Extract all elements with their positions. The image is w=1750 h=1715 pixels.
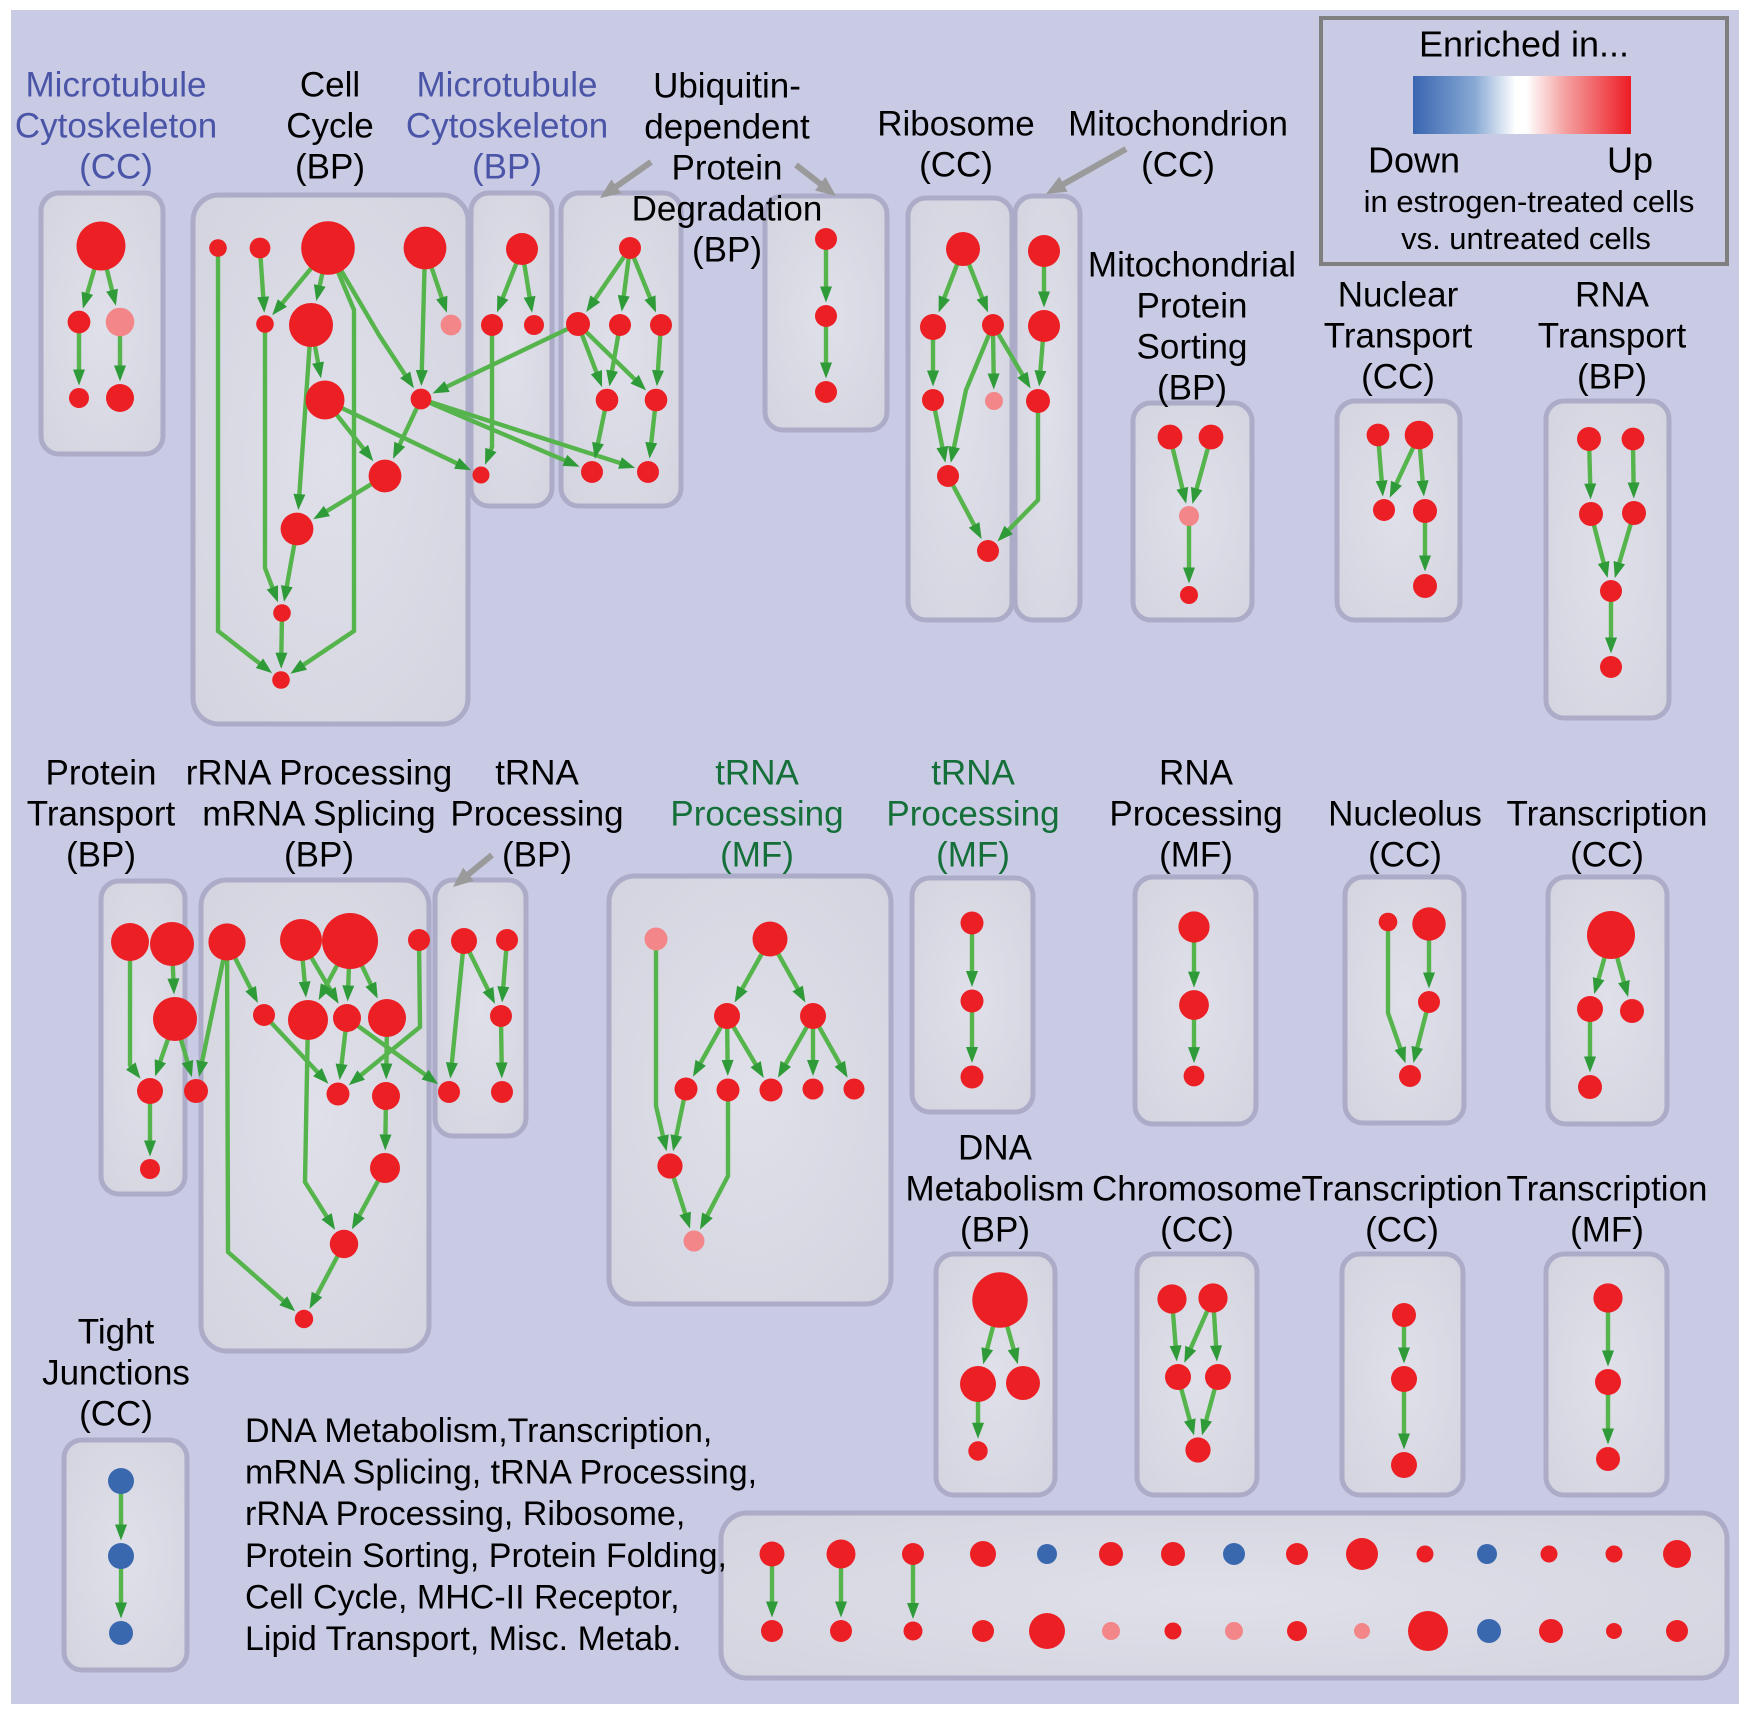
svg-text:Tight: Tight: [78, 1312, 155, 1351]
svg-text:(CC): (CC): [1570, 835, 1644, 874]
svg-text:(MF): (MF): [1159, 835, 1233, 874]
svg-text:DNA: DNA: [958, 1128, 1033, 1167]
svg-text:Protein: Protein: [46, 753, 157, 792]
svg-text:DNA Metabolism,Transcription,: DNA Metabolism,Transcription,: [245, 1412, 712, 1450]
svg-text:RNA: RNA: [1159, 753, 1234, 792]
svg-text:Metabolism: Metabolism: [906, 1169, 1085, 1208]
svg-text:Up: Up: [1607, 140, 1653, 181]
svg-text:(CC): (CC): [919, 145, 993, 184]
svg-text:Mitochondrial: Mitochondrial: [1088, 245, 1296, 284]
svg-text:Ribosome: Ribosome: [877, 104, 1035, 143]
svg-text:Transport: Transport: [1324, 316, 1473, 355]
svg-text:(BP): (BP): [502, 835, 572, 874]
svg-text:(BP): (BP): [66, 835, 136, 874]
svg-text:tRNA: tRNA: [931, 753, 1015, 792]
svg-text:Cytoskeleton: Cytoskeleton: [406, 106, 608, 145]
svg-text:(CC): (CC): [79, 147, 153, 186]
svg-text:(BP): (BP): [284, 835, 354, 874]
svg-text:Cycle: Cycle: [286, 106, 374, 145]
svg-text:(BP): (BP): [295, 147, 365, 186]
svg-text:Protein: Protein: [672, 148, 783, 187]
svg-text:(BP): (BP): [472, 147, 542, 186]
svg-text:Microtubule: Microtubule: [26, 65, 207, 104]
svg-text:Mitochondrion: Mitochondrion: [1068, 104, 1288, 143]
svg-text:rRNA Processing: rRNA Processing: [186, 753, 452, 792]
svg-text:Transcription: Transcription: [1507, 794, 1708, 833]
svg-text:Processing: Processing: [886, 794, 1059, 833]
svg-text:Cell: Cell: [300, 65, 360, 104]
svg-text:Cytoskeleton: Cytoskeleton: [15, 106, 217, 145]
svg-text:Down: Down: [1368, 140, 1460, 181]
svg-text:(CC): (CC): [1160, 1210, 1234, 1249]
svg-text:Ubiquitin-: Ubiquitin-: [653, 66, 801, 105]
svg-text:(MF): (MF): [720, 835, 794, 874]
svg-text:RNA: RNA: [1575, 275, 1650, 314]
svg-text:(CC): (CC): [1365, 1210, 1439, 1249]
svg-text:Transport: Transport: [1538, 316, 1687, 355]
svg-text:Protein Sorting, Protein Foldi: Protein Sorting, Protein Folding,: [245, 1537, 727, 1575]
svg-text:Nucleolus: Nucleolus: [1328, 794, 1482, 833]
svg-text:(CC): (CC): [1141, 145, 1215, 184]
svg-text:Processing: Processing: [670, 794, 843, 833]
svg-text:Transport: Transport: [27, 794, 176, 833]
svg-text:Sorting: Sorting: [1137, 327, 1248, 366]
svg-text:(MF): (MF): [936, 835, 1010, 874]
svg-text:(CC): (CC): [1361, 357, 1435, 396]
svg-text:(BP): (BP): [692, 230, 762, 269]
svg-text:Enriched in...: Enriched in...: [1419, 24, 1629, 65]
svg-text:in estrogen-treated cells: in estrogen-treated cells: [1364, 184, 1695, 219]
svg-text:Chromosome: Chromosome: [1092, 1169, 1302, 1208]
svg-text:mRNA Splicing: mRNA Splicing: [202, 794, 435, 833]
svg-text:tRNA: tRNA: [715, 753, 799, 792]
svg-text:Transcription: Transcription: [1507, 1169, 1708, 1208]
svg-text:Degradation: Degradation: [632, 189, 823, 228]
svg-text:(CC): (CC): [1368, 835, 1442, 874]
svg-text:Protein: Protein: [1137, 286, 1248, 325]
svg-text:vs. untreated cells: vs. untreated cells: [1401, 221, 1651, 256]
svg-text:Nuclear: Nuclear: [1338, 275, 1459, 314]
svg-text:mRNA Splicing, tRNA Processing: mRNA Splicing, tRNA Processing,: [245, 1454, 757, 1492]
svg-text:Transcription: Transcription: [1302, 1169, 1503, 1208]
svg-text:Processing: Processing: [1109, 794, 1282, 833]
svg-text:(MF): (MF): [1570, 1210, 1644, 1249]
svg-text:Lipid Transport, Misc. Metab.: Lipid Transport, Misc. Metab.: [245, 1620, 682, 1658]
svg-text:tRNA: tRNA: [495, 753, 579, 792]
svg-text:Cell Cycle, MHC-II Receptor,: Cell Cycle, MHC-II Receptor,: [245, 1578, 680, 1616]
svg-text:rRNA Processing, Ribosome,: rRNA Processing, Ribosome,: [245, 1495, 685, 1533]
svg-text:Junctions: Junctions: [42, 1353, 190, 1392]
svg-text:(CC): (CC): [79, 1394, 153, 1433]
svg-text:(BP): (BP): [960, 1210, 1030, 1249]
svg-text:(BP): (BP): [1577, 357, 1647, 396]
svg-text:(BP): (BP): [1157, 368, 1227, 407]
svg-text:dependent: dependent: [644, 107, 810, 146]
svg-text:Processing: Processing: [450, 794, 623, 833]
svg-text:Microtubule: Microtubule: [417, 65, 598, 104]
